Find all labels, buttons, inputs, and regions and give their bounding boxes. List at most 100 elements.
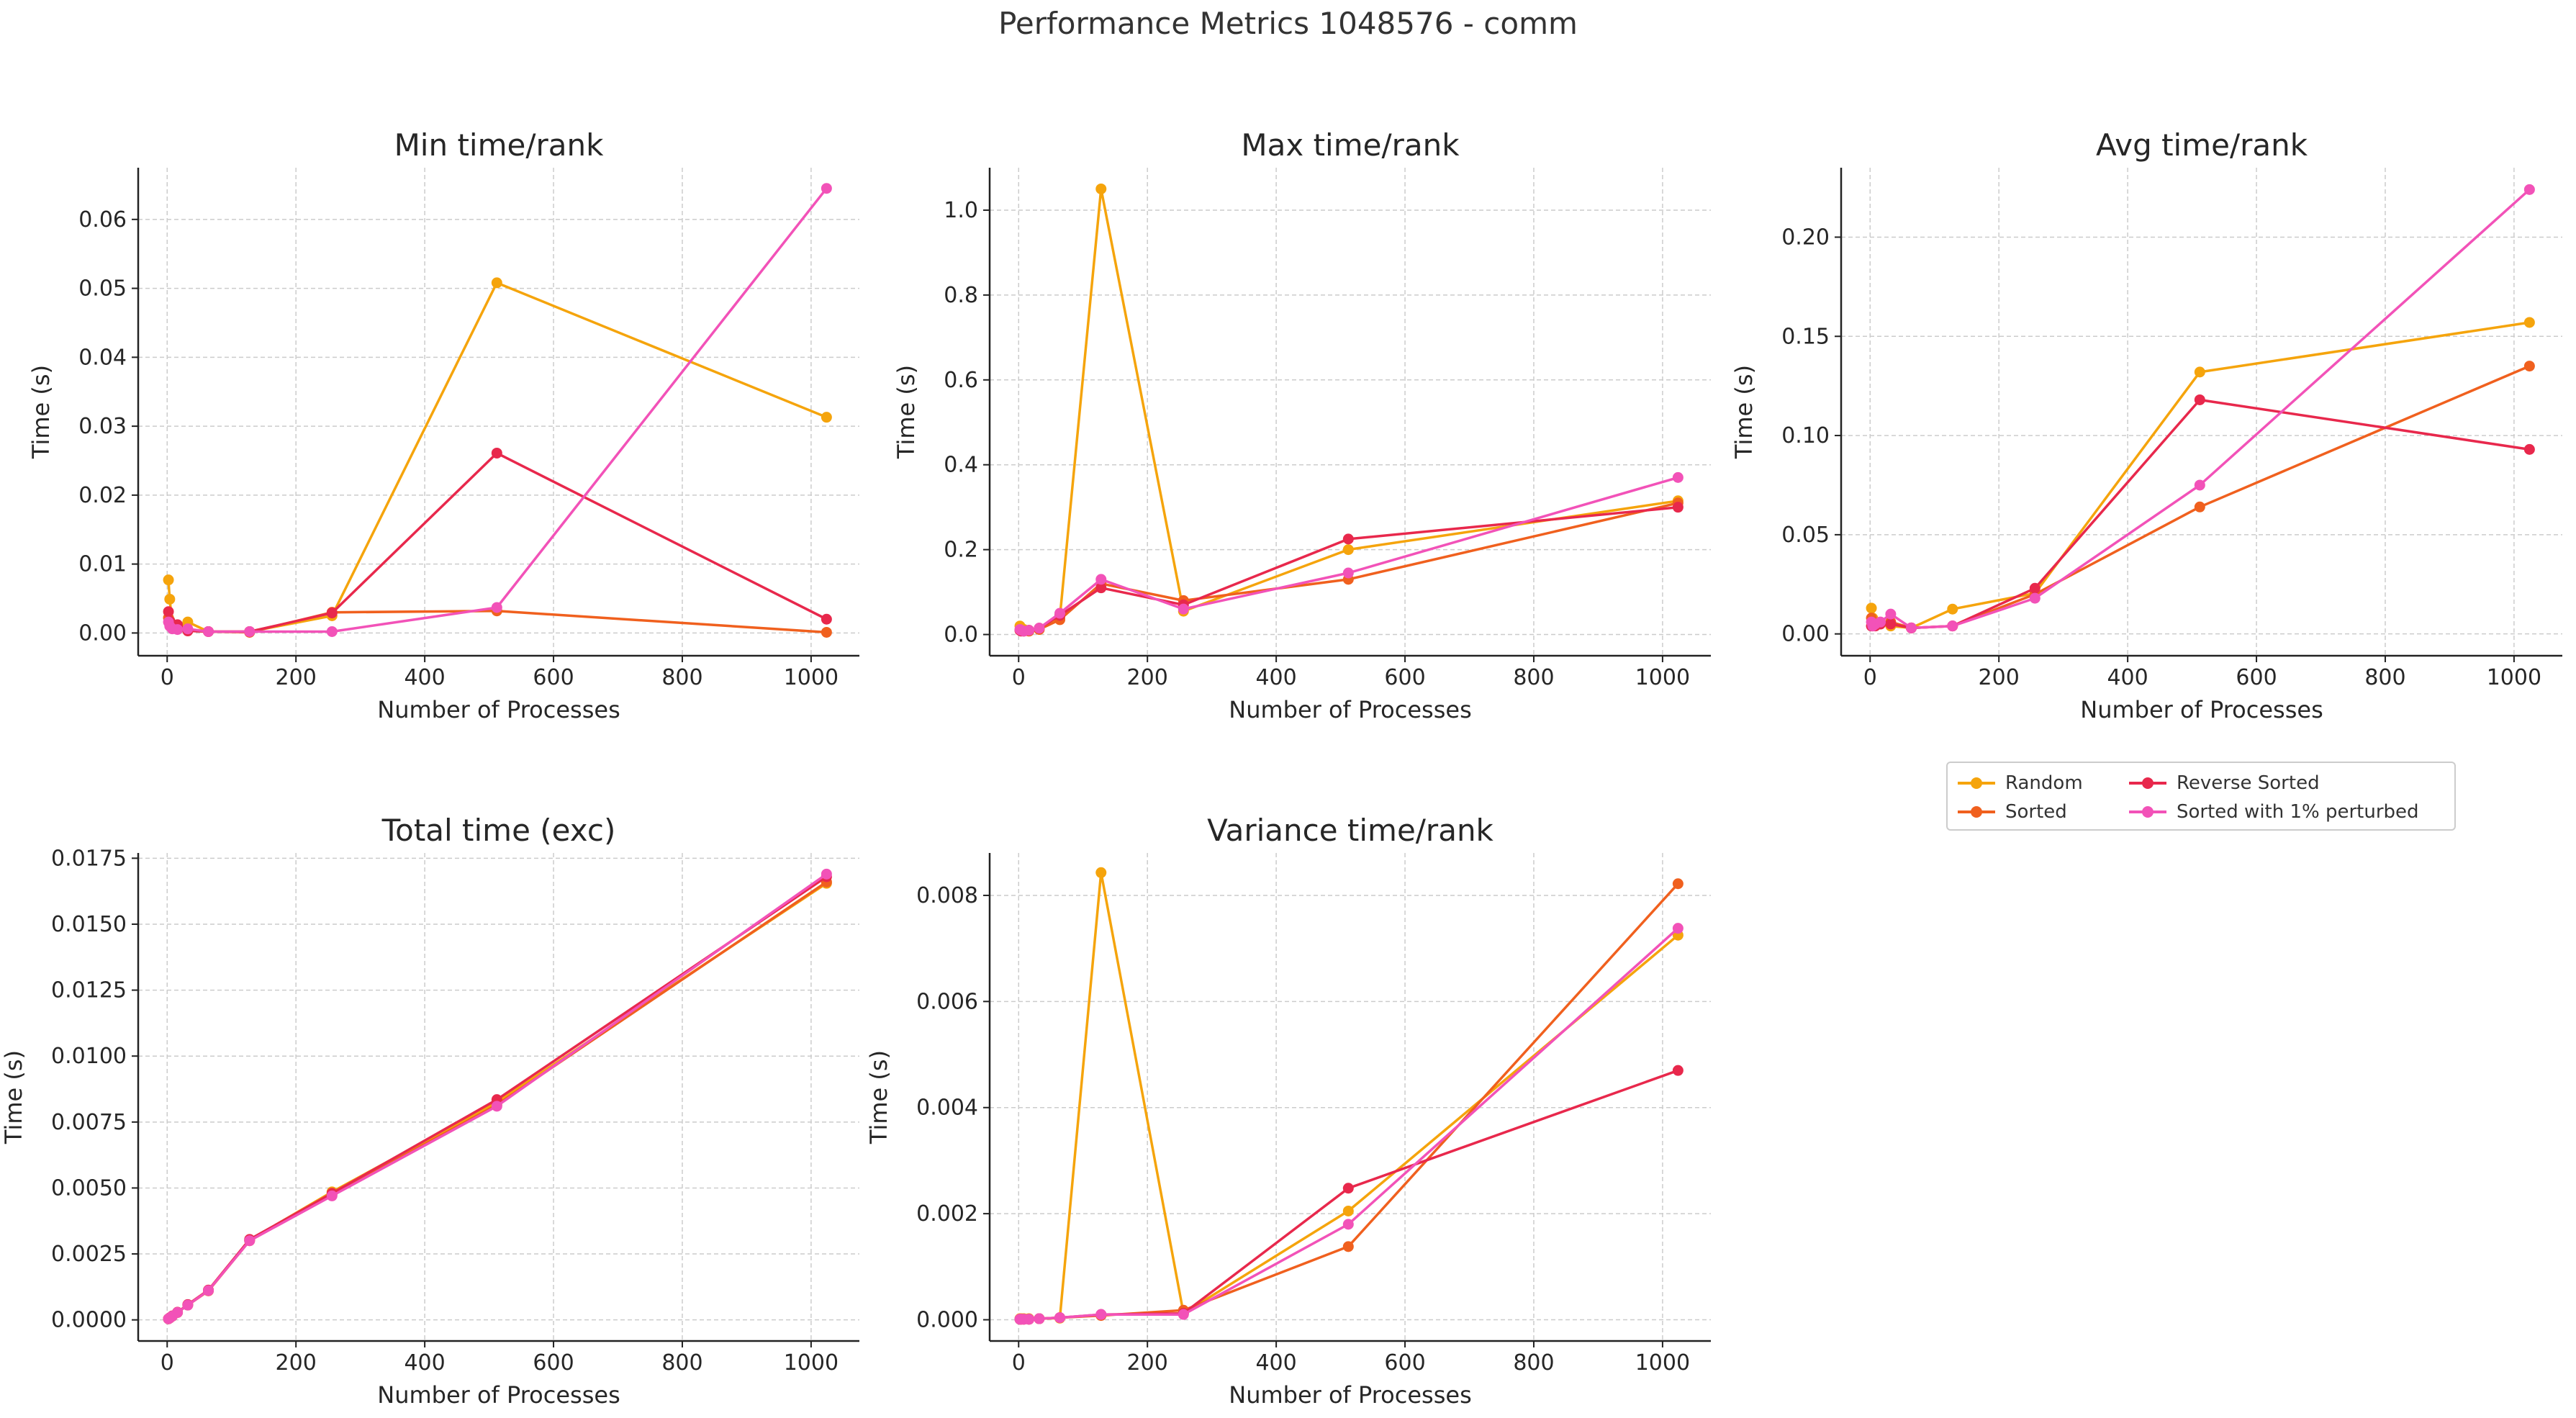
- chart-title: Variance time/rank: [1207, 813, 1493, 848]
- data-point-sorted-with-1-perturbed: [1023, 1314, 1035, 1325]
- data-point-random: [491, 277, 502, 289]
- x-tick-label: 0: [161, 665, 174, 690]
- data-point-sorted-with-1-perturbed: [491, 602, 502, 613]
- x-tick-label: 800: [661, 1350, 702, 1376]
- y-tick-label: 0.00: [78, 620, 127, 646]
- series-line-sorted-with-1-perturbed: [1020, 927, 1679, 1321]
- y-tick-label: 0.0125: [51, 978, 127, 1003]
- chart-total-time-exc: 0 200 400 600 800 1000 0.0000 0.0025 0.0050 0.007…: [0, 813, 859, 1409]
- y-tick-label: 0.6: [944, 368, 978, 393]
- data-point-sorted: [1342, 1241, 1354, 1252]
- data-point-random: [1095, 183, 1107, 194]
- y-tick-label: 0.20: [1781, 225, 1830, 250]
- data-point-sorted-with-1-perturbed: [1054, 1312, 1066, 1324]
- data-point-sorted-with-1-perturbed: [172, 1306, 184, 1318]
- data-point-sorted-with-1-perturbed: [2029, 592, 2041, 604]
- data-point-sorted-with-1-perturbed: [1023, 625, 1035, 636]
- x-tick-label: 800: [661, 665, 702, 690]
- x-tick-label: 600: [1384, 665, 1425, 690]
- y-tick-label: 0.004: [916, 1096, 978, 1121]
- x-tick-label: 0: [1012, 665, 1026, 690]
- y-tick-label: 0.006: [916, 989, 978, 1014]
- data-point-random: [1342, 544, 1354, 556]
- y-tick-label: 0.008: [916, 883, 978, 908]
- x-axis-label: Number of Processes: [1229, 1381, 1471, 1409]
- x-tick-label: 600: [1384, 1350, 1425, 1376]
- data-point-sorted-with-1-perturbed: [2194, 479, 2205, 491]
- x-tick-label: 800: [1513, 1350, 1554, 1376]
- series-line-reverse-sorted: [1871, 398, 2530, 630]
- data-point-sorted-with-1-perturbed: [1178, 1309, 1189, 1320]
- x-tick-label: 200: [1979, 665, 2020, 690]
- data-point-sorted-with-1-perturbed: [244, 626, 256, 637]
- x-tick-label: 1000: [2487, 665, 2541, 690]
- x-axis-label: Number of Processes: [1229, 696, 1471, 723]
- x-tick-label: 200: [276, 1350, 317, 1376]
- y-tick-label: 0.00: [1781, 622, 1830, 647]
- y-tick-label: 0.2: [944, 538, 978, 563]
- y-tick-label: 0.0: [944, 623, 978, 648]
- y-axis-label: Time (s): [0, 1050, 27, 1144]
- legend: Random Reverse Sorted Sorted Sorted with…: [1946, 762, 2456, 831]
- data-point-sorted: [2194, 501, 2205, 512]
- y-tick-label: 0.04: [78, 345, 127, 370]
- data-point-reverse-sorted: [1342, 533, 1354, 545]
- y-tick-label: 0.0150: [51, 912, 127, 937]
- x-tick-label: 200: [1127, 665, 1168, 690]
- legend-item-reverse-sorted: Reverse Sorted: [2129, 769, 2320, 798]
- y-axis-label: Time (s): [892, 365, 920, 459]
- chart-variance-time-rank: 0 200 400 600 800 1000 0.000 0.002 0.004 0.006 0.0…: [865, 813, 1711, 1409]
- x-tick-label: 800: [1513, 665, 1554, 690]
- series-line-reverse-sorted: [1020, 1069, 1678, 1321]
- y-axis-label: Time (s): [1730, 365, 1758, 459]
- x-tick-label: 400: [1255, 665, 1296, 690]
- data-point-random: [164, 593, 176, 605]
- chart-max-time-rank: 0 200 400 600 800 1000 0.0 0.2 0.4 0.6 0.8 1.0 Max t…: [892, 127, 1711, 723]
- legend-item-sorted-perturbed: Sorted with 1% perturbed: [2129, 798, 2419, 826]
- y-axis-label: Time (s): [865, 1050, 892, 1144]
- data-point-random: [2194, 366, 2205, 378]
- y-tick-label: 0.0175: [51, 846, 127, 871]
- data-point-random: [1342, 1205, 1354, 1216]
- data-point-sorted: [2523, 361, 2535, 372]
- y-tick-label: 0.05: [1781, 523, 1830, 548]
- x-axis-label: Number of Processes: [377, 1381, 620, 1409]
- data-point-random: [1947, 603, 1958, 615]
- data-point-sorted-with-1-perturbed: [1054, 608, 1066, 619]
- y-tick-label: 0.03: [78, 414, 127, 439]
- x-tick-label: 400: [2107, 665, 2148, 690]
- chart-avg-time-rank: 0 200 400 600 800 1000 0.00 0.05 0.10 0.15 0.20 Avg…: [1730, 127, 2562, 723]
- y-tick-label: 0.0000: [51, 1308, 127, 1333]
- chart-title: Avg time/rank: [2096, 127, 2308, 163]
- x-tick-label: 400: [404, 1350, 445, 1376]
- x-tick-label: 400: [1255, 1350, 1296, 1376]
- data-point-sorted-with-1-perturbed: [1875, 616, 1886, 628]
- data-point-reverse-sorted: [1672, 502, 1684, 513]
- data-point-sorted-with-1-perturbed: [1906, 622, 1917, 633]
- y-tick-label: 0.4: [944, 453, 978, 478]
- data-point-reverse-sorted: [326, 608, 338, 619]
- data-point-sorted-with-1-perturbed: [1178, 603, 1189, 615]
- data-point-sorted-with-1-perturbed: [244, 1235, 256, 1247]
- data-point-sorted-with-1-perturbed: [821, 868, 832, 880]
- data-point-reverse-sorted: [2523, 443, 2535, 455]
- data-point-reverse-sorted: [2029, 582, 2041, 594]
- legend-swatch-random: [1958, 769, 1995, 798]
- data-point-sorted-with-1-perturbed: [1342, 1219, 1354, 1230]
- legend-swatch-sorted: [1958, 798, 1995, 826]
- x-tick-label: 400: [404, 665, 445, 690]
- data-point-random: [2523, 317, 2535, 328]
- data-point-sorted-with-1-perturbed: [182, 623, 194, 635]
- legend-label-reverse-sorted: Reverse Sorted: [2177, 772, 2320, 794]
- y-tick-label: 0.05: [78, 276, 127, 302]
- series-line-random: [1018, 187, 1678, 632]
- data-point-sorted-with-1-perturbed: [182, 1299, 194, 1311]
- data-point-reverse-sorted: [821, 613, 832, 625]
- chart-title: Min time/rank: [394, 127, 605, 163]
- x-tick-label: 600: [533, 1350, 574, 1376]
- data-point-reverse-sorted: [2194, 394, 2205, 405]
- legend-item-sorted: Sorted: [1958, 798, 2067, 826]
- legend-label-sorted: Sorted: [2005, 801, 2067, 823]
- data-point-reverse-sorted: [1672, 1065, 1684, 1076]
- data-point-sorted-with-1-perturbed: [203, 1285, 214, 1296]
